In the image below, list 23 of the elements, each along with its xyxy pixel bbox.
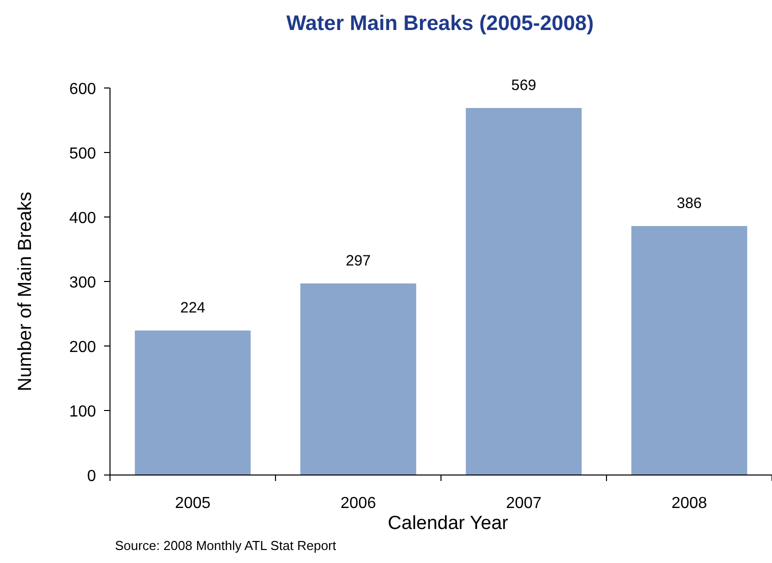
y-tick-label: 200 (69, 339, 96, 356)
x-tick-label: 2008 (671, 495, 708, 512)
bar (631, 226, 748, 475)
y-tick-label: 300 (69, 274, 96, 292)
data-label: 224 (180, 300, 206, 317)
y-tick-label: 500 (69, 146, 96, 162)
data-label: 297 (346, 252, 371, 270)
y-tick-label: 0 (87, 468, 96, 485)
data-label: 569 (511, 76, 536, 94)
data-label: 386 (676, 195, 702, 212)
bar (466, 108, 582, 475)
y-tick-label: 400 (69, 210, 96, 227)
bar (134, 330, 251, 475)
x-tick-label: 2006 (340, 495, 376, 512)
y-axis-title: Number of Main Breaks (15, 192, 36, 392)
y-tick-label: 600 (69, 81, 96, 98)
y-tick-label: 100 (69, 404, 96, 420)
chart-title: Water Main Breaks (2005-2008) (286, 12, 594, 35)
bar (300, 283, 416, 475)
source-note: Source: 2008 Monthly ATL Stat Report (115, 538, 337, 553)
x-tick-label: 2007 (506, 495, 542, 512)
x-axis-title: Calendar Year (388, 513, 509, 534)
x-tick-label: 2005 (174, 495, 211, 512)
